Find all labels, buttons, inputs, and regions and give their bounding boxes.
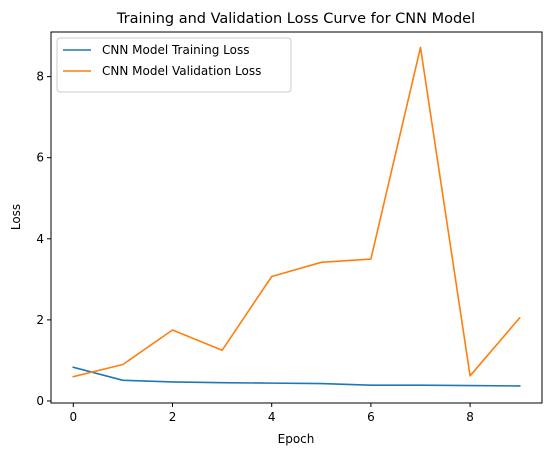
y-tick-label: 4 [36,232,44,246]
x-tick-label: 0 [69,410,77,424]
plot-area [72,46,521,387]
axes-frame [50,31,543,404]
x-tick-label: 2 [169,410,177,424]
legend: CNN Model Training Loss CNN Model Validat… [56,37,292,93]
x-tick-label: 4 [268,410,276,424]
y-tick-label: 8 [36,70,44,84]
series-line-0 [72,366,521,387]
x-tick-label: 8 [466,410,474,424]
x-tick-label: 6 [367,410,375,424]
chart-title: Training and Validation Loss Curve for C… [116,11,475,27]
axis-ticks: 0 2 4 6 8 0 2 4 6 8 [36,70,474,424]
y-axis-label: Loss [9,204,23,230]
y-tick-label: 6 [36,151,44,165]
y-tick-label: 2 [36,313,44,327]
legend-box [56,37,292,93]
legend-label-0: CNN Model Training Loss [102,43,249,57]
y-tick-label: 0 [36,394,44,408]
series-line-1 [72,46,521,378]
x-axis-label: Epoch [278,432,315,446]
legend-label-1: CNN Model Validation Loss [102,64,261,78]
